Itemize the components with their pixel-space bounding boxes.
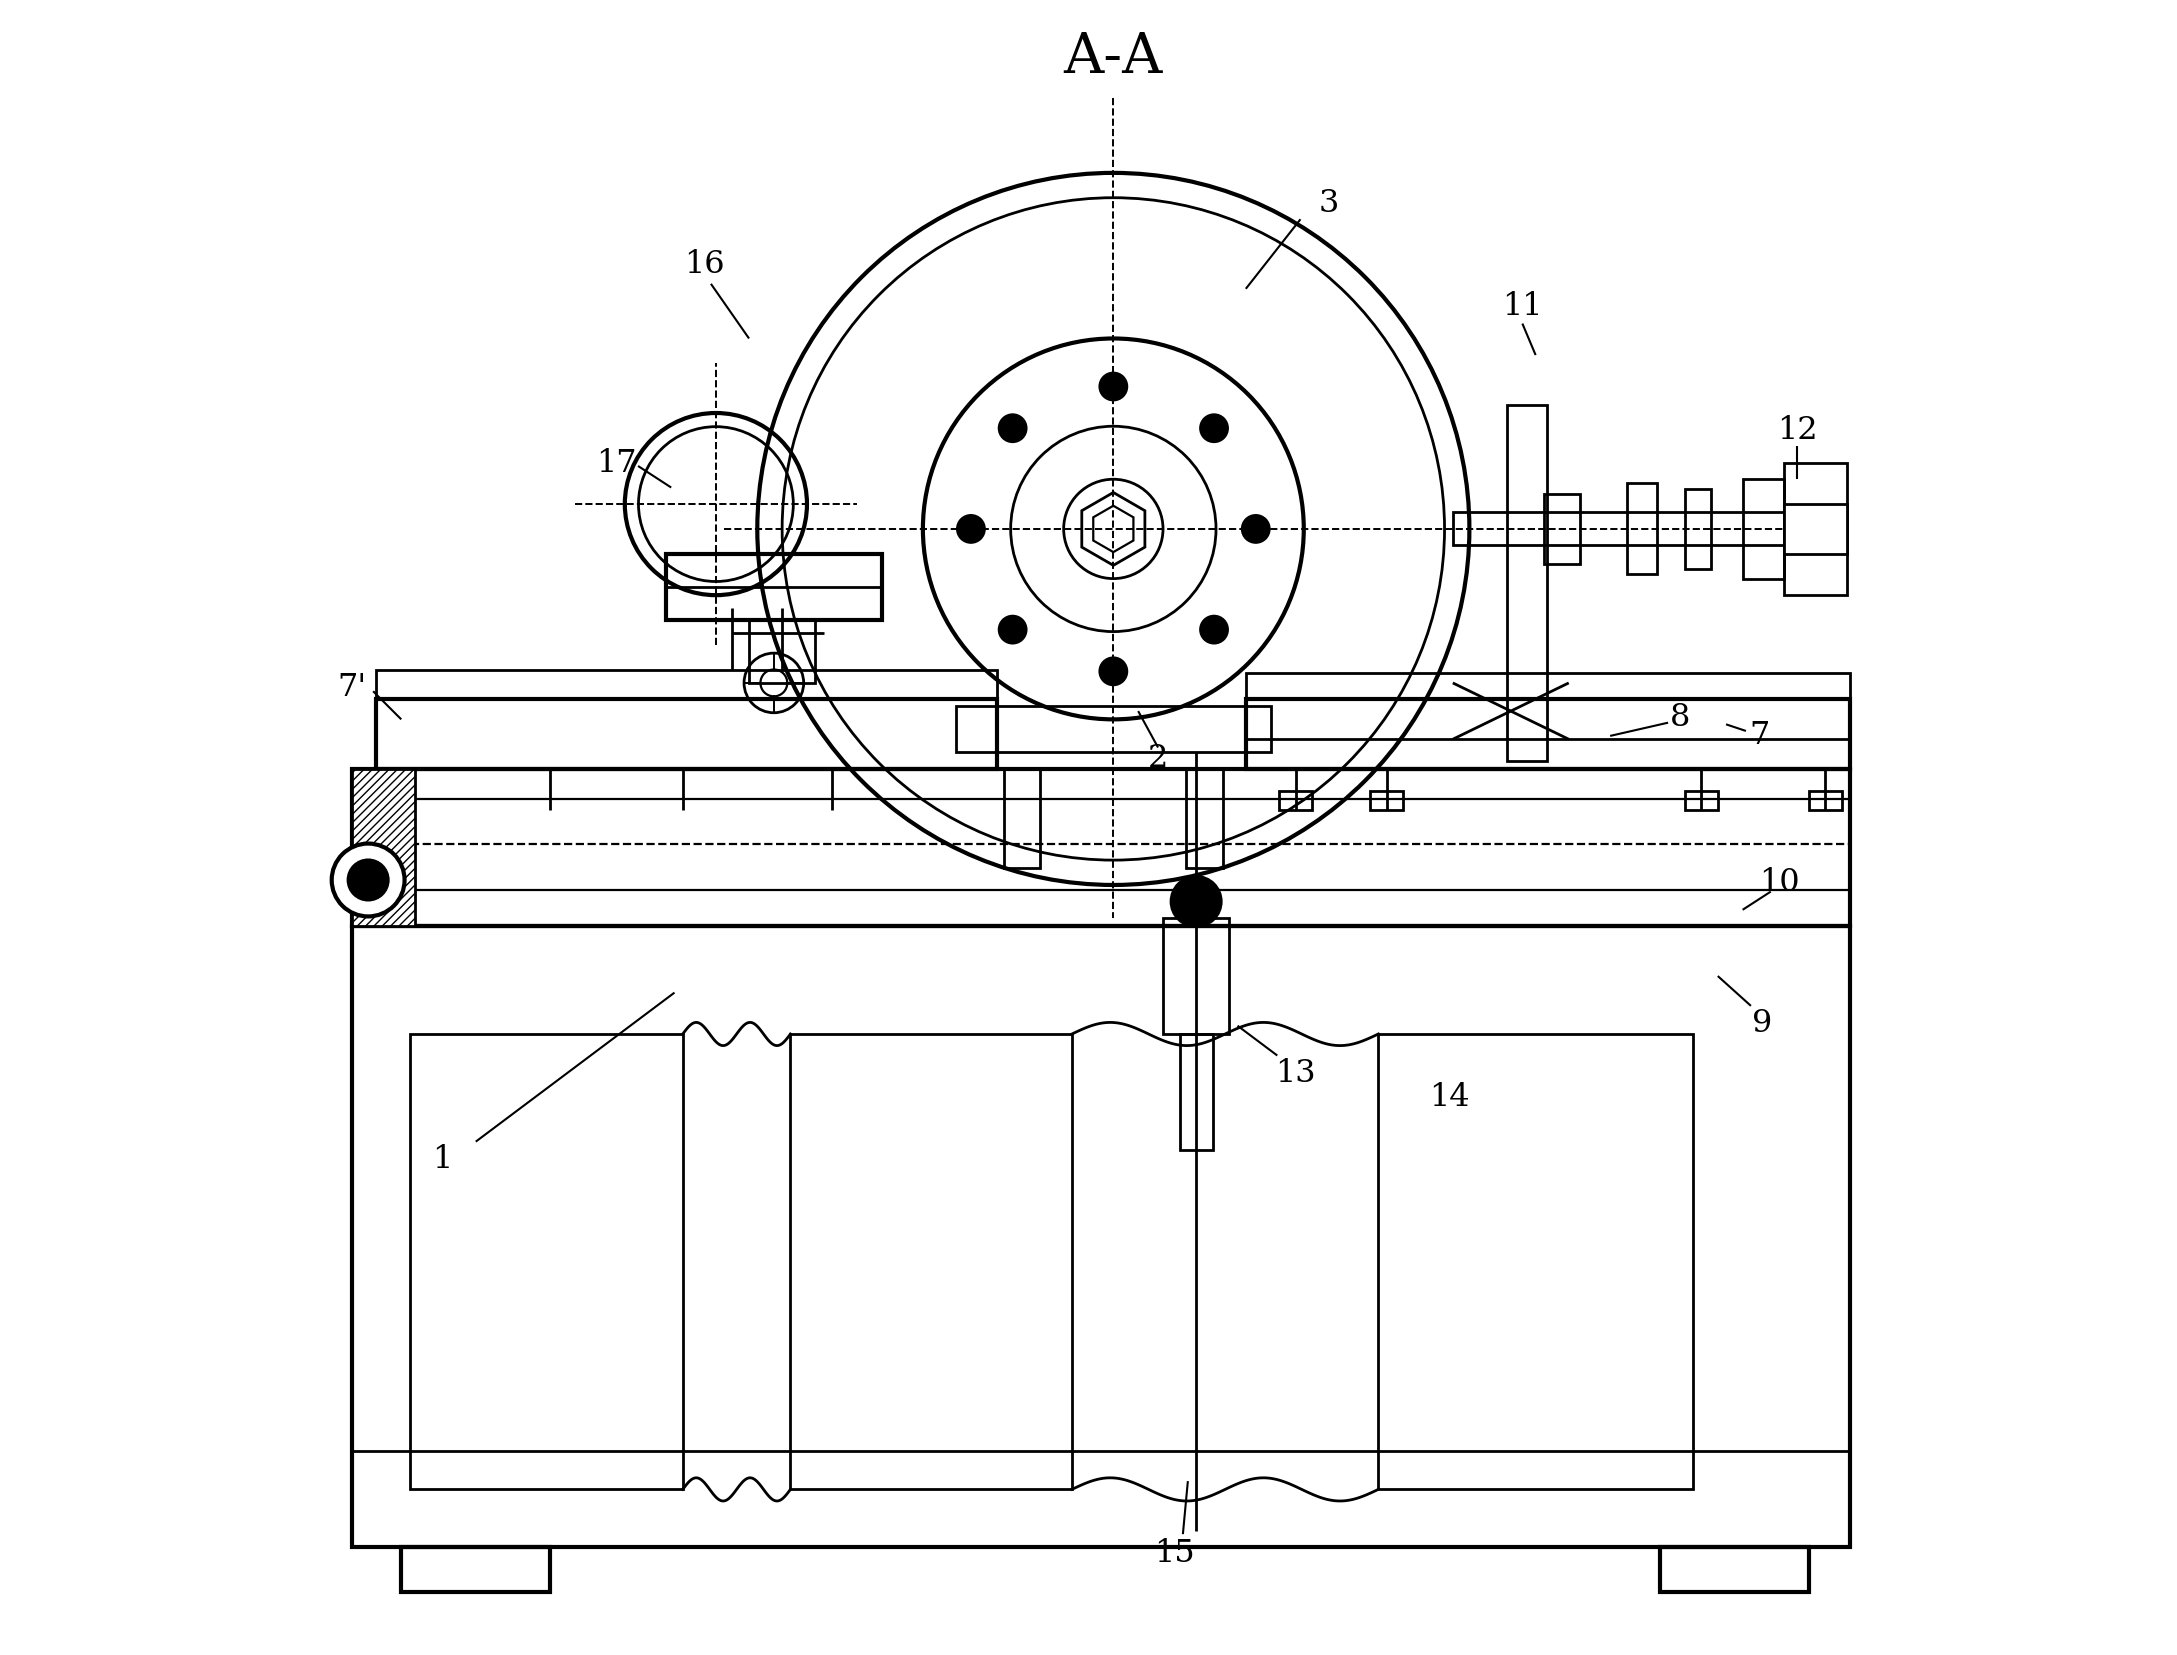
Bar [409,1034,684,1490]
Bar [1809,791,1842,811]
Text: 7: 7 [1748,720,1770,750]
Bar [1452,513,1842,546]
Bar [1278,791,1313,811]
Bar [350,770,414,927]
Bar [1163,919,1230,1034]
Circle shape [1200,616,1230,645]
Bar [1742,480,1783,579]
Circle shape [1099,657,1128,687]
Bar [377,670,997,700]
Bar [401,1547,551,1592]
Circle shape [997,414,1028,444]
Bar [350,770,1850,927]
Text: A-A: A-A [1065,30,1163,86]
Text: 12: 12 [1776,415,1818,445]
Text: 17: 17 [596,449,638,478]
Circle shape [331,844,405,917]
Text: 1: 1 [433,1144,453,1173]
Bar [1186,770,1223,869]
Text: 11: 11 [1502,291,1543,321]
Text: 16: 16 [684,250,725,280]
Bar [1245,674,1850,700]
Circle shape [346,859,390,902]
Bar [1685,791,1718,811]
Bar [1659,1547,1809,1592]
Bar [1245,700,1850,770]
Bar [956,707,1271,753]
Circle shape [1169,875,1223,928]
Bar [377,700,997,770]
Text: 7': 7' [337,672,366,702]
Circle shape [1200,414,1230,444]
Circle shape [1241,515,1271,544]
Bar [790,1034,1071,1490]
Text: 3: 3 [1319,189,1339,218]
Bar [1369,791,1404,811]
Circle shape [997,616,1028,645]
Bar [749,621,814,684]
Bar [1004,770,1041,869]
Text: 13: 13 [1276,1058,1315,1087]
Bar [1378,1034,1694,1490]
Bar [1685,490,1711,569]
Text: 14: 14 [1428,1082,1469,1112]
Bar [1626,483,1657,574]
Text: 15: 15 [1154,1537,1195,1567]
Bar [1180,1034,1213,1150]
Circle shape [1099,372,1128,402]
Bar [1506,405,1548,761]
Bar [666,554,882,621]
Bar [1783,505,1846,554]
Text: 8: 8 [1670,702,1689,732]
Bar [1783,463,1846,596]
Circle shape [956,515,986,544]
Text: 9: 9 [1752,1008,1772,1038]
Bar [1543,495,1581,564]
Text: 2: 2 [1147,743,1169,773]
Bar [350,927,1850,1547]
Text: 10: 10 [1759,867,1800,897]
